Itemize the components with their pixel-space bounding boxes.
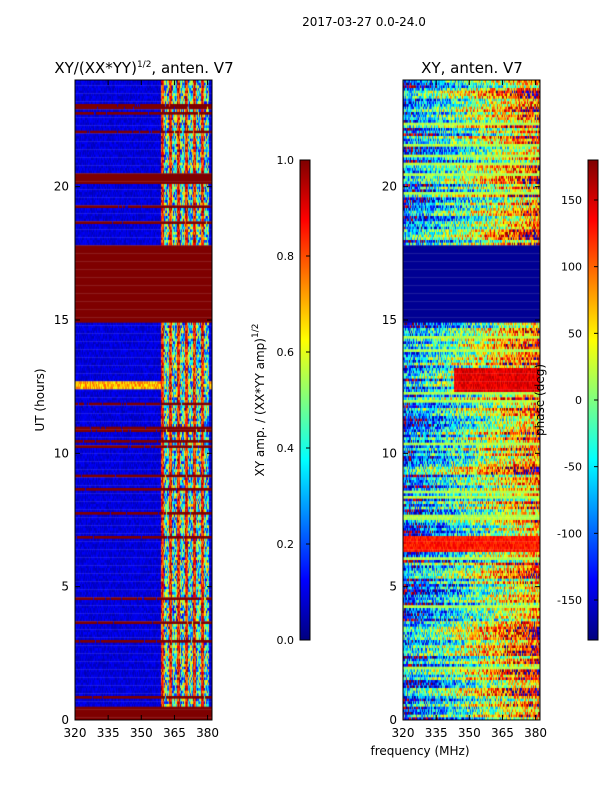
y-tick-label: 5	[61, 580, 69, 594]
amplitude-panel: XY/(XX*YY)1/2, anten. V7 320 335 350 365 380…	[33, 59, 234, 740]
amplitude-axes: 320 335 350 365 380 0 5 10 15 20	[54, 80, 219, 740]
amplitude-ylabel: UT (hours)	[33, 368, 47, 431]
colorbar-tick-label: 50	[568, 327, 582, 340]
colorbar-tick-label: 0.4	[277, 442, 295, 455]
y-tick-label: 10	[54, 446, 69, 460]
phase-colorbar-label: phase (deg)	[533, 364, 547, 436]
y-tick-label: 10	[382, 446, 397, 460]
y-tick-label: 20	[382, 180, 397, 194]
x-tick-label: 380	[524, 726, 547, 740]
phase-axes: 320 335 350 365 380 0 5 10 15 20	[382, 80, 547, 740]
y-tick-label: 0	[61, 713, 69, 727]
y-tick-label: 0	[389, 713, 397, 727]
x-tick-label: 335	[425, 726, 448, 740]
colorbar-tick-label: 0	[575, 394, 582, 407]
amplitude-colorbar-label: XY amp. / (XX*YY amp)1/2	[251, 324, 267, 477]
phase-plot-frame	[402, 79, 541, 721]
colorbar-tick-label: 1.0	[277, 154, 295, 167]
x-tick-label: 365	[491, 726, 514, 740]
x-tick-label: 320	[64, 726, 87, 740]
phase-heatmap	[403, 80, 540, 720]
colorbar-tick-label: -100	[557, 527, 582, 540]
x-tick-label: 380	[196, 726, 219, 740]
colorbar-tick-label: 0.2	[277, 538, 295, 551]
y-tick-label: 20	[54, 180, 69, 194]
amplitude-plot-frame	[74, 79, 213, 721]
amplitude-heatmap-holder	[75, 80, 212, 720]
phase-panel-title: XY, anten. V7	[421, 59, 523, 77]
colorbar-tick-label: 0.6	[277, 346, 295, 359]
y-tick-label: 5	[389, 580, 397, 594]
amplitude-heatmap	[75, 80, 212, 720]
amplitude-panel-title: XY/(XX*YY)1/2, anten. V7	[54, 59, 233, 77]
amplitude-colorbar-ticks: 0.0 0.2 0.4 0.6 0.8 1.0	[277, 154, 310, 647]
y-tick-label: 15	[382, 313, 397, 327]
amplitude-colorbar-gradient	[299, 159, 311, 641]
y-tick-label: 15	[54, 313, 69, 327]
x-tick-label: 335	[97, 726, 120, 740]
colorbar-tick-label: -150	[557, 594, 582, 607]
amplitude-colorbar: 0.0 0.2 0.4 0.6 0.8 1.0 XY amp. / (XX*YY amp)…	[251, 154, 311, 647]
x-tick-label: 365	[163, 726, 186, 740]
phase-colorbar-ticks: -150 -100 -50 0 50 100 150	[557, 194, 598, 607]
phase-heatmap-holder	[403, 80, 540, 720]
phase-panel: XY, anten. V7 320 335 350 365 380 0 5 10 15 20 fr…	[370, 59, 547, 758]
x-tick-label: 350	[130, 726, 153, 740]
x-tick-label: 320	[392, 726, 415, 740]
phase-xlabel: frequency (MHz)	[370, 744, 469, 758]
phase-colorbar: -150 -100 -50 0 50 100 150 phase (deg)	[533, 159, 599, 641]
figure-title: 2017-03-27 0.0-24.0	[302, 15, 426, 29]
colorbar-tick-label: -50	[564, 461, 582, 474]
colorbar-tick-label: 150	[561, 194, 582, 207]
colorbar-tick-label: 0.8	[277, 250, 295, 263]
colorbar-tick-label: 100	[561, 261, 582, 274]
colorbar-tick-label: 0.0	[277, 634, 295, 647]
x-tick-label: 350	[458, 726, 481, 740]
